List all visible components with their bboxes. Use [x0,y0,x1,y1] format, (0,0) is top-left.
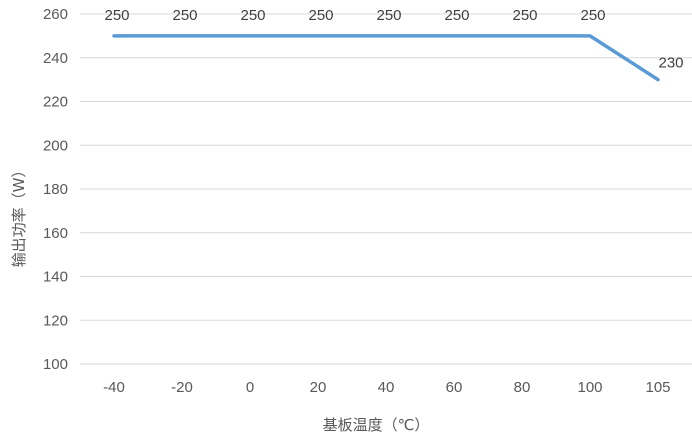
x-tick-label: -40 [103,379,125,396]
x-tick-label: -20 [171,379,193,396]
y-axis-tick-labels: 100 120 140 160 180 200 220 240 260 [43,6,68,373]
y-tick-label: 100 [43,356,68,373]
data-label: 250 [308,7,333,24]
y-tick-label: 140 [43,269,68,286]
series-group [112,34,660,82]
data-label: 250 [172,7,197,24]
y-tick-label: 240 [43,50,68,67]
gridlines [80,13,692,365]
x-tick-label: 20 [310,379,327,396]
x-tick-label: 80 [514,379,531,396]
x-axis-tick-labels: -40 -20 0 20 40 60 80 100 105 [103,379,670,396]
data-label: 250 [512,7,537,24]
x-tick-label: 40 [378,379,395,396]
data-label: 250 [104,7,129,24]
data-labels: 250 250 250 250 250 250 250 250 230 [104,7,683,72]
x-tick-label: 0 [246,379,254,396]
y-tick-label: 220 [43,94,68,111]
data-label: 230 [658,55,683,72]
x-tick-label: 100 [577,379,602,396]
x-tick-label: 60 [446,379,463,396]
data-label: 250 [580,7,605,24]
y-tick-label: 180 [43,181,68,198]
data-label: 250 [444,7,469,24]
x-tick-label: 105 [645,379,670,396]
y-axis-title: 输出功率（W） [10,163,28,268]
y-tick-label: 200 [43,137,68,154]
y-tick-label: 160 [43,225,68,242]
y-tick-label: 120 [43,312,68,329]
y-tick-label: 260 [43,6,68,23]
data-label: 250 [376,7,401,24]
data-label: 250 [240,7,265,24]
x-axis-title: 基板温度（℃） [323,416,430,434]
